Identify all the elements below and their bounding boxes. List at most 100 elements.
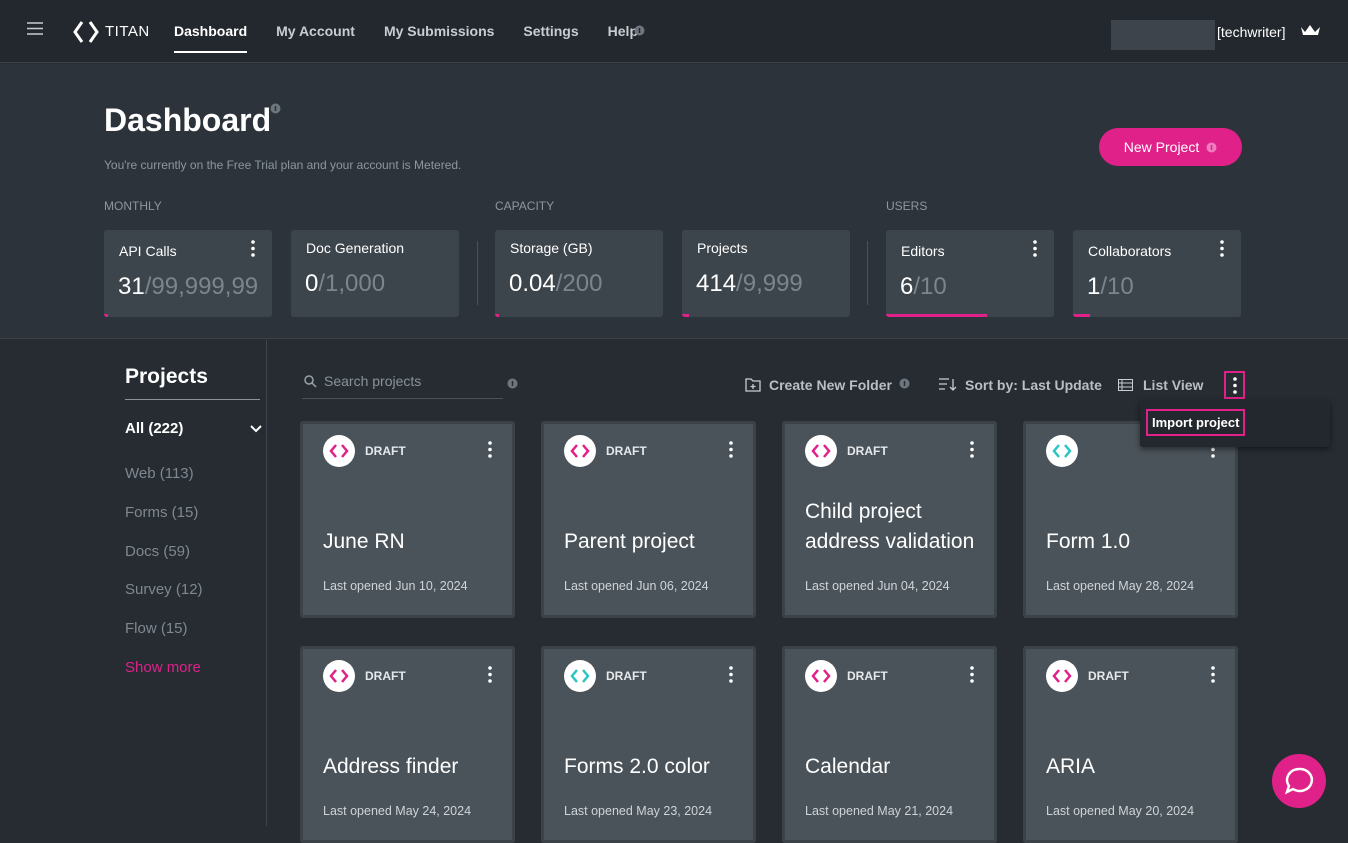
filter-item[interactable]: All (222) (125, 420, 184, 437)
list-icon (1118, 379, 1133, 391)
filter-item[interactable]: Flow (15) (125, 620, 188, 638)
project-status: DRAFT (847, 669, 888, 683)
project-card[interactable]: DRAFT Calendar Last opened May 21, 2024 (782, 646, 997, 843)
nav-links: Dashboard My Account My Submissions Setting… (174, 23, 638, 53)
usage-bar (682, 314, 689, 317)
card-menu[interactable] (251, 240, 255, 262)
last-opened: Last opened May 28, 2024 (1046, 579, 1195, 593)
project-card[interactable]: DRAFT Child project address validation Las… (782, 421, 997, 618)
project-status: DRAFT (365, 669, 406, 683)
info-icon[interactable] (270, 103, 281, 114)
show-more[interactable]: Show more (125, 659, 201, 676)
project-name: Forms 2.0 color (564, 755, 710, 778)
stat-name: Collaborators (1088, 243, 1172, 259)
nav-link[interactable]: Settings (523, 23, 579, 39)
create-folder[interactable]: Create New Folder (769, 377, 892, 393)
card-menu[interactable] (729, 666, 733, 688)
card-menu[interactable] (970, 441, 974, 463)
stat-name: Projects (697, 240, 748, 256)
page-title: Dashboard (104, 102, 272, 138)
username[interactable]: [techwriter] (1217, 24, 1286, 40)
dropdown-menu: Import project (1140, 400, 1330, 447)
stat-card: API Calls 31/99,999,99 (104, 230, 272, 317)
card-menu[interactable] (488, 441, 492, 463)
project-card[interactable]: DRAFT ARIA Last opened May 20, 2024 (1023, 646, 1238, 843)
project-status: DRAFT (365, 444, 406, 458)
stat-value: 1/10 (1087, 273, 1134, 301)
stat-card: Collaborators 1/10 (1073, 230, 1241, 317)
stat-name: Editors (901, 243, 945, 259)
card-menu[interactable] (1220, 240, 1224, 262)
project-icon (1046, 660, 1078, 692)
card-menu[interactable] (970, 666, 974, 688)
stat-group-label: MONTHLY (104, 199, 162, 213)
stat-value: 414/9,999 (696, 270, 803, 298)
project-name: Address finder (323, 755, 459, 778)
search-box[interactable]: Search projects (302, 372, 503, 399)
more-button[interactable] (1224, 371, 1245, 399)
stat-limit: /1,000 (318, 270, 386, 297)
logo[interactable] (73, 20, 99, 44)
project-card[interactable]: DRAFT Address finder Last opened May 24, 2… (300, 646, 515, 843)
new-project-button[interactable]: New Project (1099, 128, 1242, 166)
stat-value: 31/99,999,99 (118, 273, 258, 301)
info-icon[interactable] (634, 25, 645, 36)
project-icon (323, 660, 355, 692)
project-icon (323, 435, 355, 467)
stat-name: Storage (GB) (510, 240, 593, 256)
kebab-icon (1033, 240, 1037, 257)
sidebar-title: Projects (125, 365, 208, 388)
chat-button[interactable] (1272, 754, 1326, 808)
card-menu[interactable] (1211, 666, 1215, 688)
filter-item[interactable]: Forms (15) (125, 503, 199, 521)
logo-mark (811, 444, 831, 458)
project-card[interactable]: Form 1.0 Last opened May 28, 2024 (1023, 421, 1238, 618)
kebab-icon (1211, 666, 1215, 683)
import-project[interactable]: Import project (1146, 409, 1246, 436)
last-opened: Last opened Jun 06, 2024 (564, 579, 709, 593)
project-icon (805, 435, 837, 467)
kebab-icon (970, 666, 974, 683)
project-card[interactable]: DRAFT Parent project Last opened Jun 06, 2… (541, 421, 756, 618)
stat-limit: /10 (913, 273, 947, 300)
card-menu[interactable] (1033, 240, 1037, 262)
filter-item[interactable]: Docs (59) (125, 542, 191, 560)
last-opened: Last opened May 24, 2024 (323, 804, 472, 818)
card-menu[interactable] (488, 666, 492, 688)
avatar-placeholder (1111, 20, 1215, 50)
stat-value: 0/1,000 (305, 270, 385, 298)
dashboard-header: Dashboard You're currently on the Free T… (0, 64, 1348, 339)
nav-link[interactable]: Dashboard (174, 23, 248, 53)
project-name: ARIA (1046, 755, 1096, 778)
divider (867, 241, 868, 305)
stat-used: 6 (900, 273, 914, 300)
kebab-icon (251, 240, 255, 257)
sort-button[interactable]: Sort by: Last Update (965, 377, 1102, 393)
menu-button[interactable] (27, 22, 43, 35)
filter-item[interactable]: Web (113) (125, 465, 194, 482)
plan-info: You're currently on the Free Trial plan … (104, 158, 462, 172)
info-icon[interactable] (507, 378, 518, 389)
usage-bar (1073, 314, 1090, 317)
filter-item[interactable]: Survey (12) (125, 581, 203, 599)
list-view-button[interactable]: List View (1143, 377, 1204, 393)
project-status: DRAFT (847, 444, 888, 458)
search-placeholder: Search projects (324, 373, 422, 389)
stat-card: Projects 414/9,999 (682, 230, 850, 317)
project-name: Form 1.0 (1046, 530, 1131, 553)
kebab-icon (488, 441, 492, 458)
top-nav: TITAN Dashboard My Account My Submissions S… (0, 0, 1348, 63)
logo-mark (570, 444, 590, 458)
nav-link[interactable]: My Submissions (383, 23, 495, 39)
project-card[interactable]: DRAFT Forms 2.0 color Last opened May 23, … (541, 646, 756, 843)
chevron[interactable] (250, 425, 262, 433)
project-card[interactable]: DRAFT June RN Last opened Jun 10, 2024 (300, 421, 515, 618)
info-icon[interactable] (899, 378, 910, 389)
title-underline (125, 399, 260, 400)
nav-link[interactable]: Help (607, 23, 638, 39)
kebab-icon (970, 441, 974, 458)
card-menu[interactable] (729, 441, 733, 463)
nav-link[interactable]: My Account (276, 23, 355, 39)
brand: TITAN (105, 23, 150, 40)
